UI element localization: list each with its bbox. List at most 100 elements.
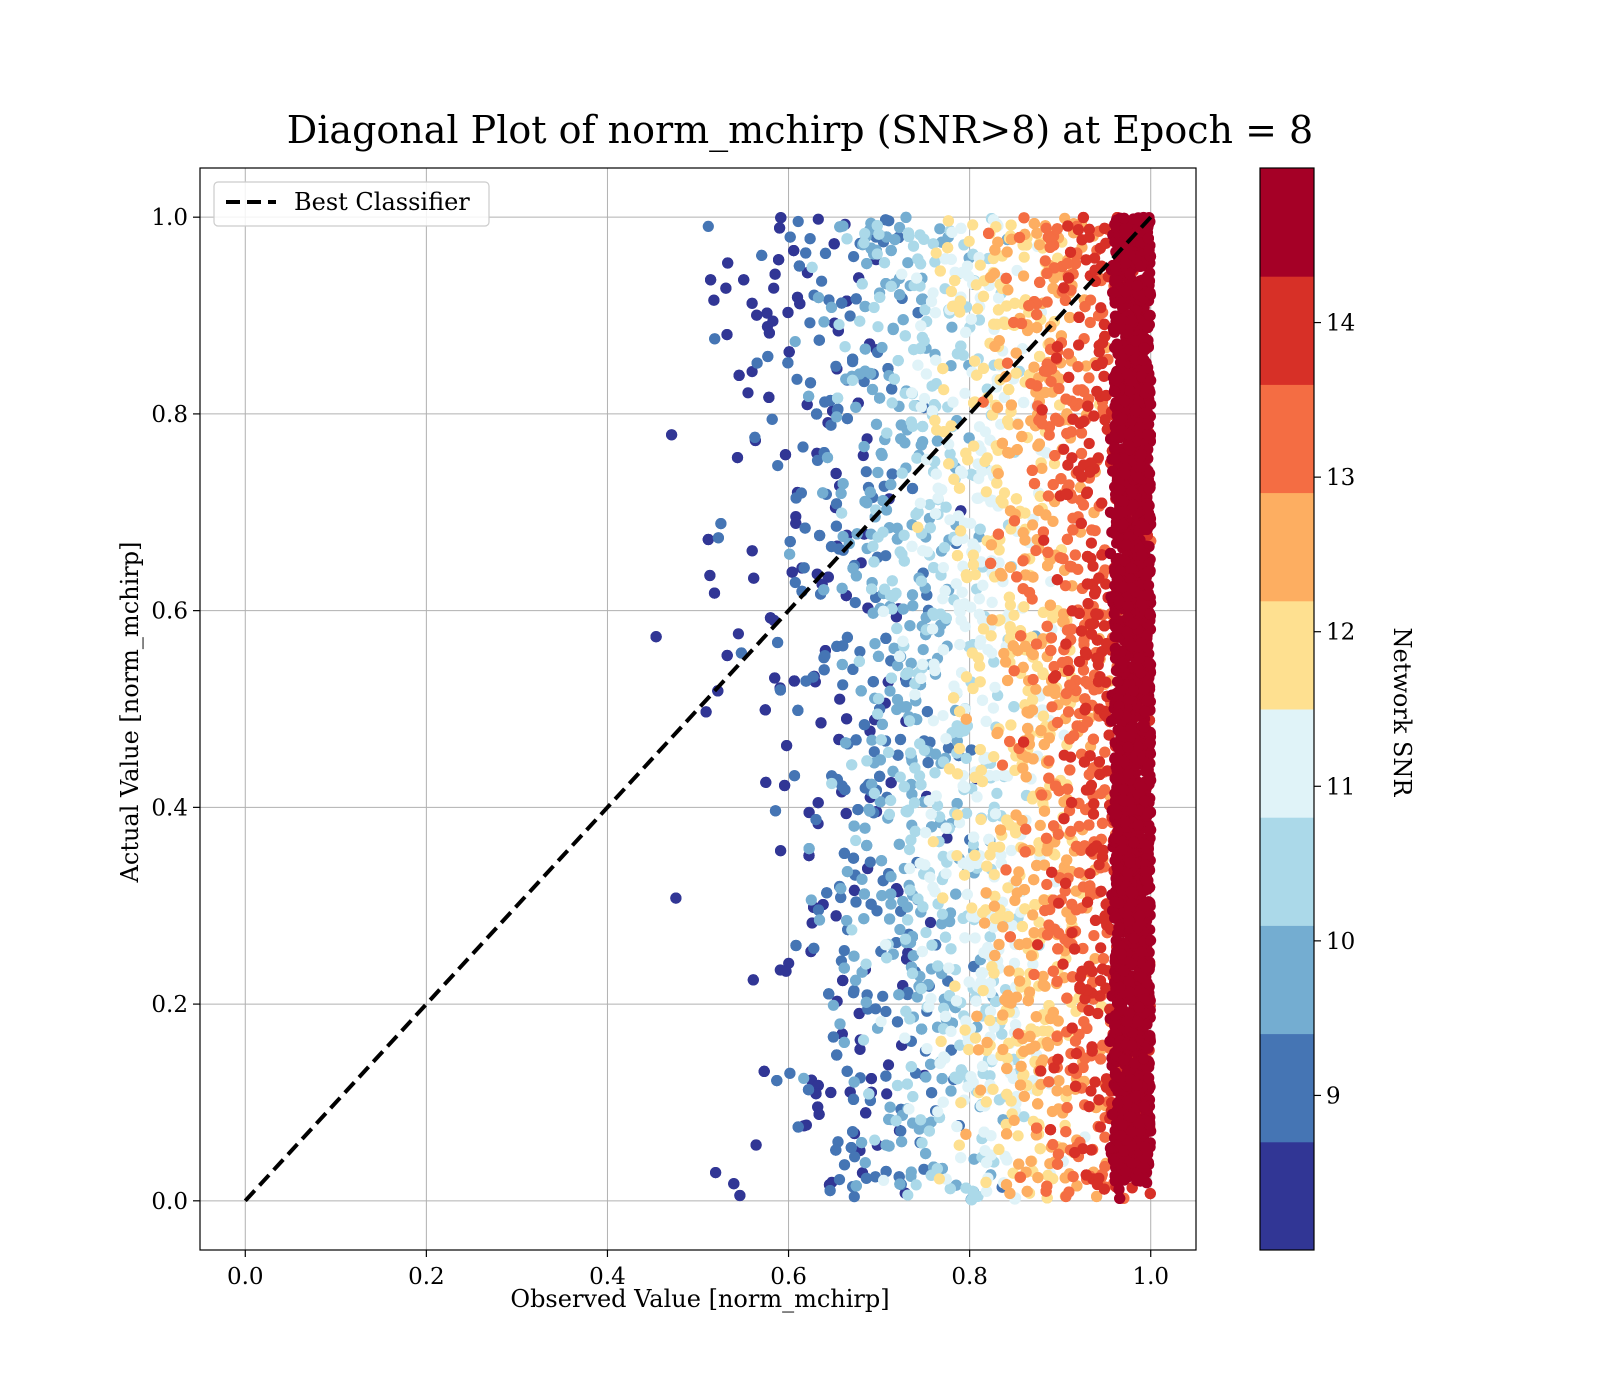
scatter-point (877, 605, 890, 618)
scatter-point (892, 749, 904, 761)
scatter-point (756, 249, 768, 261)
scatter-point (900, 211, 912, 223)
scatter-point (856, 1137, 868, 1149)
scatter-point (1017, 555, 1029, 567)
scatter-point (896, 1136, 908, 1148)
scatter-point (818, 316, 830, 328)
scatter-point (875, 855, 888, 867)
scatter-point (916, 331, 929, 344)
scatter-point (1036, 789, 1048, 801)
scatter-point (945, 1085, 957, 1097)
scatter-point (963, 235, 975, 247)
scatter-point (979, 426, 992, 438)
grid (200, 168, 1196, 1250)
scatter-point (830, 1144, 842, 1156)
scatter-point (850, 834, 862, 847)
scatter-point (853, 655, 866, 668)
scatter-point (871, 248, 883, 260)
scatter-point (859, 227, 871, 240)
scatter-point (868, 746, 880, 758)
scatter-point (888, 642, 900, 655)
scatter-point (971, 791, 983, 803)
scatter-point (874, 796, 886, 808)
scatter-point (1041, 1180, 1053, 1192)
scatter-point (955, 1097, 967, 1109)
scatter-point (937, 710, 949, 722)
scatter-point (746, 545, 758, 557)
scatter-point (926, 939, 938, 951)
scatter-point (985, 630, 997, 642)
scatter-point (1064, 679, 1076, 691)
scatter-point (1022, 722, 1034, 735)
scatter-point (930, 247, 942, 259)
scatter-point (758, 1065, 770, 1077)
scatter-point (848, 884, 861, 897)
scatter-point (861, 755, 873, 767)
scatter-point (830, 498, 843, 510)
scatter-point (766, 413, 778, 425)
scatter-point (857, 1034, 870, 1046)
scatter-point (834, 221, 846, 233)
scatter-point (908, 344, 920, 356)
scatter-point (916, 1137, 928, 1149)
scatter-point (847, 852, 860, 864)
scatter-point (1008, 665, 1020, 677)
scatter-point (704, 569, 716, 582)
scatter-point (1053, 897, 1065, 909)
scatter-point (837, 974, 849, 987)
scatter-point (728, 1178, 740, 1190)
scatter-point (1019, 507, 1031, 519)
scatter-point (997, 921, 1009, 933)
scatter-point (826, 777, 838, 790)
scatter-point (791, 373, 803, 385)
scatter-point (1061, 533, 1073, 545)
scatter-point (1015, 317, 1028, 330)
scatter-point (848, 1191, 860, 1203)
scatter-point (1046, 701, 1058, 713)
scatter-point (1041, 929, 1054, 941)
scatter-point (885, 794, 897, 807)
scatter-point (1000, 656, 1012, 668)
scatter-point (834, 693, 846, 705)
scatter-point (1020, 823, 1032, 835)
scatter-point (924, 916, 937, 929)
scatter-point (958, 869, 971, 881)
scatter-point (872, 650, 885, 663)
scatter-point (901, 806, 913, 818)
scatter-point (1042, 1169, 1054, 1181)
chart-title: Diagonal Plot of norm_mchirp (SNR>8) at … (287, 108, 1313, 153)
scatter-point (985, 496, 997, 508)
scatter-point (858, 237, 870, 249)
scatter-point (847, 356, 859, 368)
scatter-point (932, 492, 944, 504)
scatter-point (858, 913, 870, 925)
scatter-point (929, 664, 941, 677)
scatter-point (858, 441, 870, 453)
scatter-point (702, 220, 714, 232)
scatter-point (903, 230, 915, 243)
scatter-point (1001, 300, 1013, 312)
scatter-point (902, 914, 914, 926)
scatter-point (965, 1071, 977, 1083)
scatter-point (880, 1165, 892, 1178)
scatter-point (1024, 1043, 1037, 1055)
scatter-point (1040, 222, 1052, 234)
scatter-point (868, 556, 880, 568)
scatter-point (767, 315, 779, 327)
scatter-point (872, 531, 884, 543)
scatter-point (866, 383, 879, 396)
scatter-point (1078, 1016, 1090, 1028)
scatter-point (921, 1043, 933, 1055)
scatter-point (907, 1091, 919, 1103)
scatter-point (909, 825, 921, 838)
scatter-point (929, 256, 941, 268)
scatter-point (1017, 762, 1029, 774)
scatter-point (827, 999, 840, 1011)
scatter-point (773, 254, 785, 266)
scatter-point (1064, 246, 1077, 258)
scatter-point (939, 1052, 951, 1064)
scatter-point (786, 566, 798, 578)
scatter-point (875, 734, 887, 746)
scatter-point (934, 811, 946, 823)
scatter-point (915, 672, 927, 685)
